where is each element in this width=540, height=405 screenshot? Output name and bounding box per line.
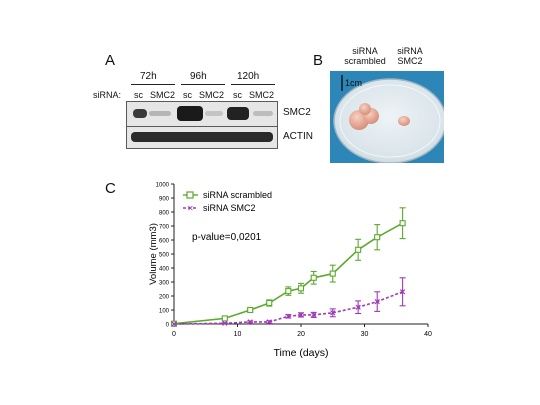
marker-stroke (285, 313, 291, 319)
data-point-smc2 (247, 319, 253, 325)
data-point-smc2 (171, 321, 177, 327)
smc2-blot-label: SMC2 (283, 107, 311, 118)
legend-label-scrambled: siRNA scrambled (203, 190, 272, 200)
lane-label: sc (183, 90, 192, 100)
series-line-smc2 (173, 291, 403, 325)
data-point-scrambled (297, 285, 305, 292)
data-point-smc2 (374, 298, 380, 305)
y-tick-label: 300 (159, 281, 170, 287)
timepoint-72h: 72h (140, 71, 157, 82)
data-point-scrambled (355, 246, 362, 253)
panel-c-letter: C (105, 180, 116, 197)
y-tick-label: 200 (159, 295, 170, 301)
marker-stroke (298, 312, 304, 318)
y-tick-label: 900 (159, 197, 170, 203)
band (177, 106, 203, 121)
marker-stroke (399, 289, 406, 295)
legend-marker-scrambled (186, 191, 194, 199)
band (205, 111, 223, 116)
data-point-scrambled (221, 315, 228, 322)
photo-label-smc2: siRNA SMC2 (390, 46, 430, 66)
panel-a-letter: A (105, 52, 116, 69)
y-tick-label: 400 (159, 267, 170, 273)
data-point-smc2 (355, 304, 361, 310)
actin-blot (126, 126, 278, 149)
lane-label: sc (134, 90, 143, 100)
data-point-scrambled (247, 306, 254, 314)
band (133, 109, 147, 118)
y-tick-label: 1000 (156, 183, 170, 189)
x-axis-label: Time (days) (273, 347, 328, 359)
marker-stroke (374, 298, 380, 305)
data-point-scrambled (399, 220, 406, 227)
band (253, 111, 273, 116)
data-point-scrambled (285, 288, 292, 295)
band (149, 111, 171, 116)
data-point-smc2 (330, 310, 336, 316)
tumor-photo-image (333, 75, 444, 163)
data-point-smc2 (266, 319, 272, 325)
data-point-smc2 (311, 312, 317, 318)
data-point-scrambled (310, 274, 317, 281)
photo-label-line: siRNA (352, 46, 378, 56)
marker-stroke (355, 304, 361, 310)
lane-label: sc (233, 90, 242, 100)
data-point-smc2 (222, 320, 228, 326)
chart-legend: siRNA scrambled ✕ siRNA SMC2 (183, 190, 272, 213)
timepoint-120h: 120h (237, 71, 260, 82)
lane-label: SMC2 (249, 90, 275, 100)
marker-stroke (247, 319, 253, 325)
legend-label-smc2: siRNA SMC2 (203, 203, 256, 213)
data-point-smc2 (285, 313, 291, 319)
band (227, 107, 249, 120)
y-tick-label: 700 (159, 225, 170, 231)
scale-bar-label: 1cm (345, 78, 363, 88)
photo-label-line: siRNA (397, 46, 423, 56)
y-axis-label: Volume (mm3) (148, 223, 159, 285)
sirna-label: siRNA: (93, 90, 122, 100)
tumor-photo: 1cm (330, 71, 444, 163)
x-tick-label: 30 (361, 331, 369, 338)
marker-stroke (222, 320, 228, 326)
data-point-smc2 (298, 312, 304, 318)
timepoint-bracket-96h (181, 84, 225, 85)
y-tick-label: 800 (159, 211, 170, 217)
marker-stroke (311, 312, 317, 318)
marker-stroke (266, 319, 272, 325)
y-tick-label: 500 (159, 253, 170, 259)
photo-label-line: SMC2 (397, 56, 423, 66)
data-point-scrambled (266, 299, 273, 307)
band (131, 132, 273, 142)
timepoint-96h: 96h (190, 71, 207, 82)
data-point-smc2 (399, 289, 406, 295)
legend-marker-smc2: ✕ (187, 204, 194, 213)
data-point-scrambled (329, 270, 336, 277)
x-tick-label: 40 (424, 331, 432, 338)
y-tick-label: 0 (166, 323, 170, 329)
marker-stroke (171, 321, 177, 327)
marker-stroke (330, 310, 336, 316)
lane-label: SMC2 (199, 90, 225, 100)
y-tick-label: 100 (159, 309, 170, 315)
photo-label-scrambled: siRNA scrambled (340, 46, 390, 66)
timepoint-bracket-72h (131, 84, 175, 85)
x-tick-label: 0 (172, 331, 176, 338)
data-point-scrambled (374, 234, 381, 241)
timepoint-bracket-120h (231, 84, 275, 85)
actin-blot-label: ACTIN (283, 131, 313, 142)
photo-label-line: scrambled (344, 56, 386, 66)
x-tick-label: 20 (297, 331, 305, 338)
x-tick-label: 10 (234, 331, 242, 338)
panel-b-letter: B (313, 52, 324, 69)
y-tick-label: 600 (159, 239, 170, 245)
lane-label: SMC2 (150, 90, 176, 100)
p-value-annotation: p-value=0,0201 (192, 232, 262, 243)
